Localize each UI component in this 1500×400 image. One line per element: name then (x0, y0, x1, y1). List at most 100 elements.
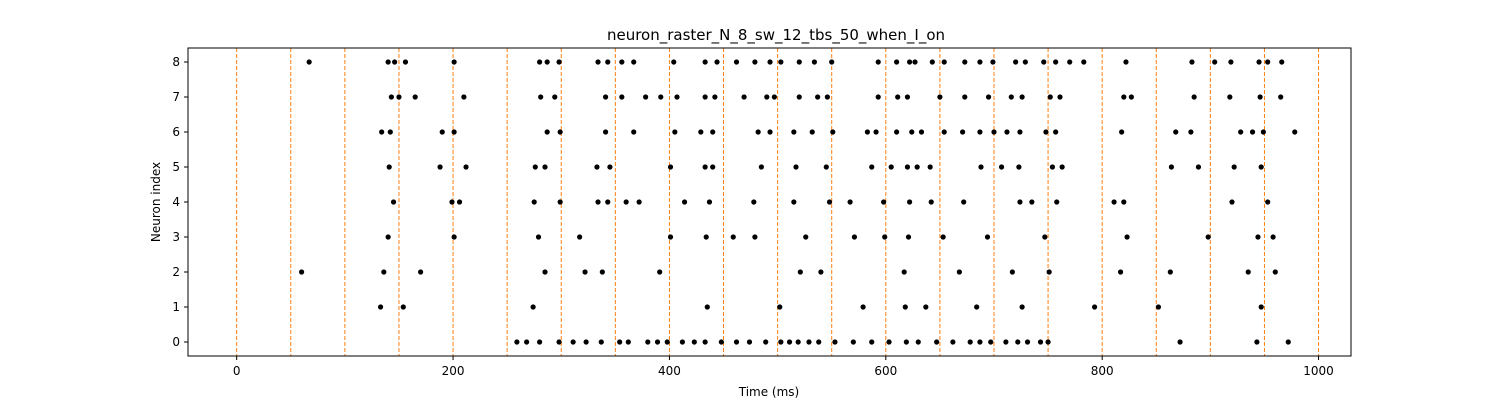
spike-point (764, 94, 770, 100)
spike-point (962, 94, 968, 100)
spike-point (1081, 59, 1087, 65)
spike-point (988, 339, 994, 345)
spike-point (1046, 269, 1052, 275)
spike-point (927, 164, 933, 170)
spike-point (961, 199, 967, 205)
plot-frame (187, 47, 1352, 357)
spike-point (937, 94, 943, 100)
spike-point (664, 339, 670, 345)
spike-layer (298, 59, 1298, 345)
spike-point (873, 129, 879, 135)
spike-point (1188, 129, 1194, 135)
x-axis-label: Time (ms) (738, 385, 800, 399)
spike-point (390, 199, 397, 205)
spike-point (875, 94, 881, 100)
spike-point (950, 339, 956, 345)
spike-point (960, 129, 966, 135)
spike-point (702, 59, 708, 65)
spike-point (619, 94, 625, 100)
spike-point (672, 129, 678, 135)
spike-point (532, 164, 538, 170)
spike-point (730, 234, 736, 240)
spike-point (791, 199, 797, 205)
spike-point (557, 129, 563, 135)
y-tick-label: 8 (172, 55, 180, 69)
x-tick-label: 600 (874, 364, 897, 378)
spike-point (864, 129, 871, 135)
spike-point (881, 199, 887, 205)
spike-point (703, 234, 709, 240)
spike-point (1003, 339, 1009, 345)
spike-point (733, 59, 740, 65)
y-tick-label: 5 (172, 160, 180, 174)
spike-point (977, 339, 983, 345)
spike-point (1019, 94, 1025, 100)
spike-point (1029, 199, 1035, 205)
spike-point (830, 129, 836, 135)
spike-point (956, 269, 962, 275)
spike-point (617, 339, 623, 345)
spike-point (991, 129, 997, 135)
x-tick-label: 400 (658, 364, 681, 378)
spike-point (869, 164, 875, 170)
spike-point (793, 164, 799, 170)
spike-point (777, 304, 783, 310)
spike-point (778, 339, 784, 345)
spike-point (786, 339, 793, 345)
spike-point (1022, 59, 1028, 65)
spike-point (809, 129, 815, 135)
spike-point (1017, 129, 1023, 135)
spike-point (538, 94, 544, 100)
spike-point (907, 199, 913, 205)
spike-point (605, 199, 611, 205)
spike-point (619, 59, 625, 65)
spike-point (605, 59, 611, 65)
spike-point (928, 199, 934, 205)
spike-point (1270, 234, 1276, 240)
spike-point (875, 59, 881, 65)
spike-point (940, 234, 946, 240)
spike-point (667, 234, 674, 240)
spike-point (915, 339, 921, 345)
spike-point (544, 129, 550, 135)
spike-point (741, 94, 747, 100)
spike-point (385, 59, 391, 65)
spike-point (379, 129, 385, 135)
spike-point (570, 339, 576, 345)
spike-point (1016, 164, 1022, 170)
spike-point (901, 269, 907, 275)
spike-point (542, 164, 548, 170)
spike-point (815, 94, 821, 100)
spike-point (1265, 199, 1271, 205)
spike-point (1279, 59, 1285, 65)
spike-point (1059, 164, 1065, 170)
spike-point (795, 339, 801, 345)
spike-point (1228, 59, 1234, 65)
spike-point (791, 129, 797, 135)
spike-point (602, 94, 609, 100)
spike-point (1054, 199, 1060, 205)
spike-point (796, 59, 802, 65)
spike-point (381, 269, 387, 275)
y-tick-label: 6 (172, 125, 180, 139)
spike-point (658, 94, 664, 100)
spike-point (1258, 164, 1264, 170)
spike-point (967, 339, 973, 345)
spike-point (1119, 129, 1125, 135)
spike-point (806, 339, 812, 345)
spike-point (388, 94, 394, 100)
spike-point (1245, 269, 1251, 275)
spike-point (679, 339, 686, 345)
spike-point (556, 59, 562, 65)
spike-point (1258, 304, 1264, 310)
spike-point (377, 304, 384, 310)
spike-point (811, 59, 817, 65)
spike-point (771, 94, 777, 100)
spike-point (851, 234, 858, 240)
spike-point (895, 94, 901, 100)
spike-point (385, 234, 391, 240)
spike-point (645, 339, 651, 345)
spike-point (1121, 94, 1127, 100)
spike-point (1019, 304, 1025, 310)
spike-point (1255, 234, 1261, 240)
